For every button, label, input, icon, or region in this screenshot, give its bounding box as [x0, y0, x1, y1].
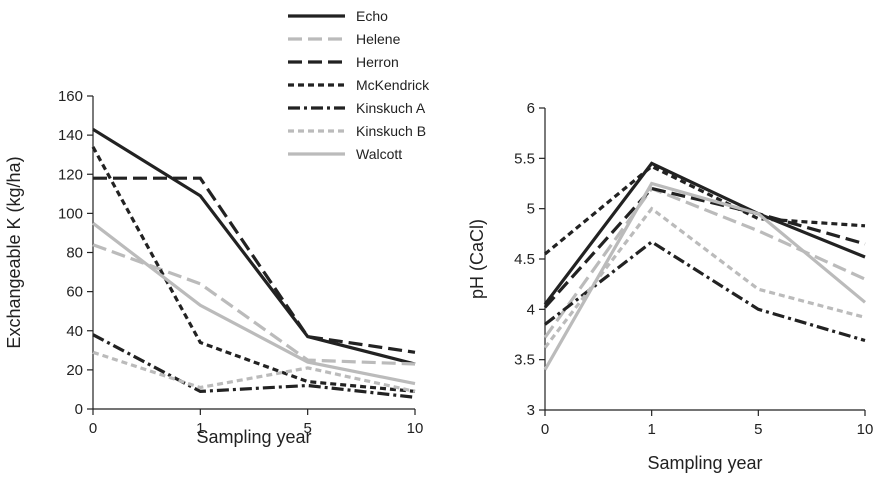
legend-label-helene: Helene: [356, 31, 401, 47]
y-tick-label: 5: [527, 201, 535, 218]
x-tick-label: 10: [857, 421, 874, 438]
series-line-walcott: [543, 181, 867, 371]
y-axis-title: Exchangeable K (kg/ha): [4, 156, 24, 348]
y-tick-label: 40: [66, 323, 83, 340]
series-line-echo: [92, 127, 416, 366]
x-tick-label: 1: [647, 421, 655, 438]
series-line-kinskuch-a: [544, 239, 866, 343]
series-line-echo: [543, 161, 866, 306]
series-line-herron: [543, 186, 866, 309]
y-tick-label: 120: [58, 166, 83, 183]
legend-label-walcott: Walcott: [356, 146, 402, 162]
y-tick-label: 100: [58, 205, 83, 222]
y-tick-label: 160: [58, 88, 83, 105]
legend-label-herron: Herron: [356, 54, 399, 70]
y-tick-label: 6: [527, 100, 535, 117]
y-axis-title: pH (CaCl): [467, 219, 487, 299]
y-tick-label: 3: [527, 402, 535, 419]
series-line-herron: [93, 176, 416, 354]
y-tick-label: 3.5: [514, 352, 535, 369]
y-tick-label: 140: [58, 127, 83, 144]
y-tick-label: 0: [75, 401, 83, 418]
legend-label-echo: Echo: [356, 8, 388, 24]
y-tick-label: 60: [66, 284, 83, 301]
series-line-kinskuch-b: [92, 350, 416, 393]
y-tick-label: 4: [527, 301, 535, 318]
x-tick-label: 5: [303, 420, 311, 437]
y-tick-label: 4.5: [514, 251, 535, 268]
series-line-walcott: [92, 221, 416, 386]
x-axis-title: Sampling year: [196, 427, 311, 447]
series-line-mckendrick: [543, 164, 866, 256]
y-tick-label: 80: [66, 245, 83, 262]
x-tick-label: 0: [541, 421, 549, 438]
x-tick-label: 10: [407, 420, 424, 437]
series-line-helene: [543, 186, 866, 339]
x-tick-label: 5: [754, 421, 762, 438]
series-line-kinskuch-a: [92, 333, 416, 399]
x-tick-label: 1: [196, 420, 204, 437]
series-line-helene: [92, 243, 416, 366]
series-line-kinskuch-b: [543, 206, 866, 349]
legend-label-kinskuch-a: Kinskuch A: [356, 100, 426, 116]
x-tick-label: 0: [89, 420, 97, 437]
y-tick-label: 5.5: [514, 150, 535, 167]
series-line-mckendrick: [91, 146, 416, 393]
legend-label-kinskuch-b: Kinskuch B: [356, 123, 426, 139]
y-tick-label: 20: [66, 362, 83, 379]
legend-label-mckendrick: McKendrick: [356, 77, 430, 93]
x-axis-title: Sampling year: [647, 453, 762, 473]
